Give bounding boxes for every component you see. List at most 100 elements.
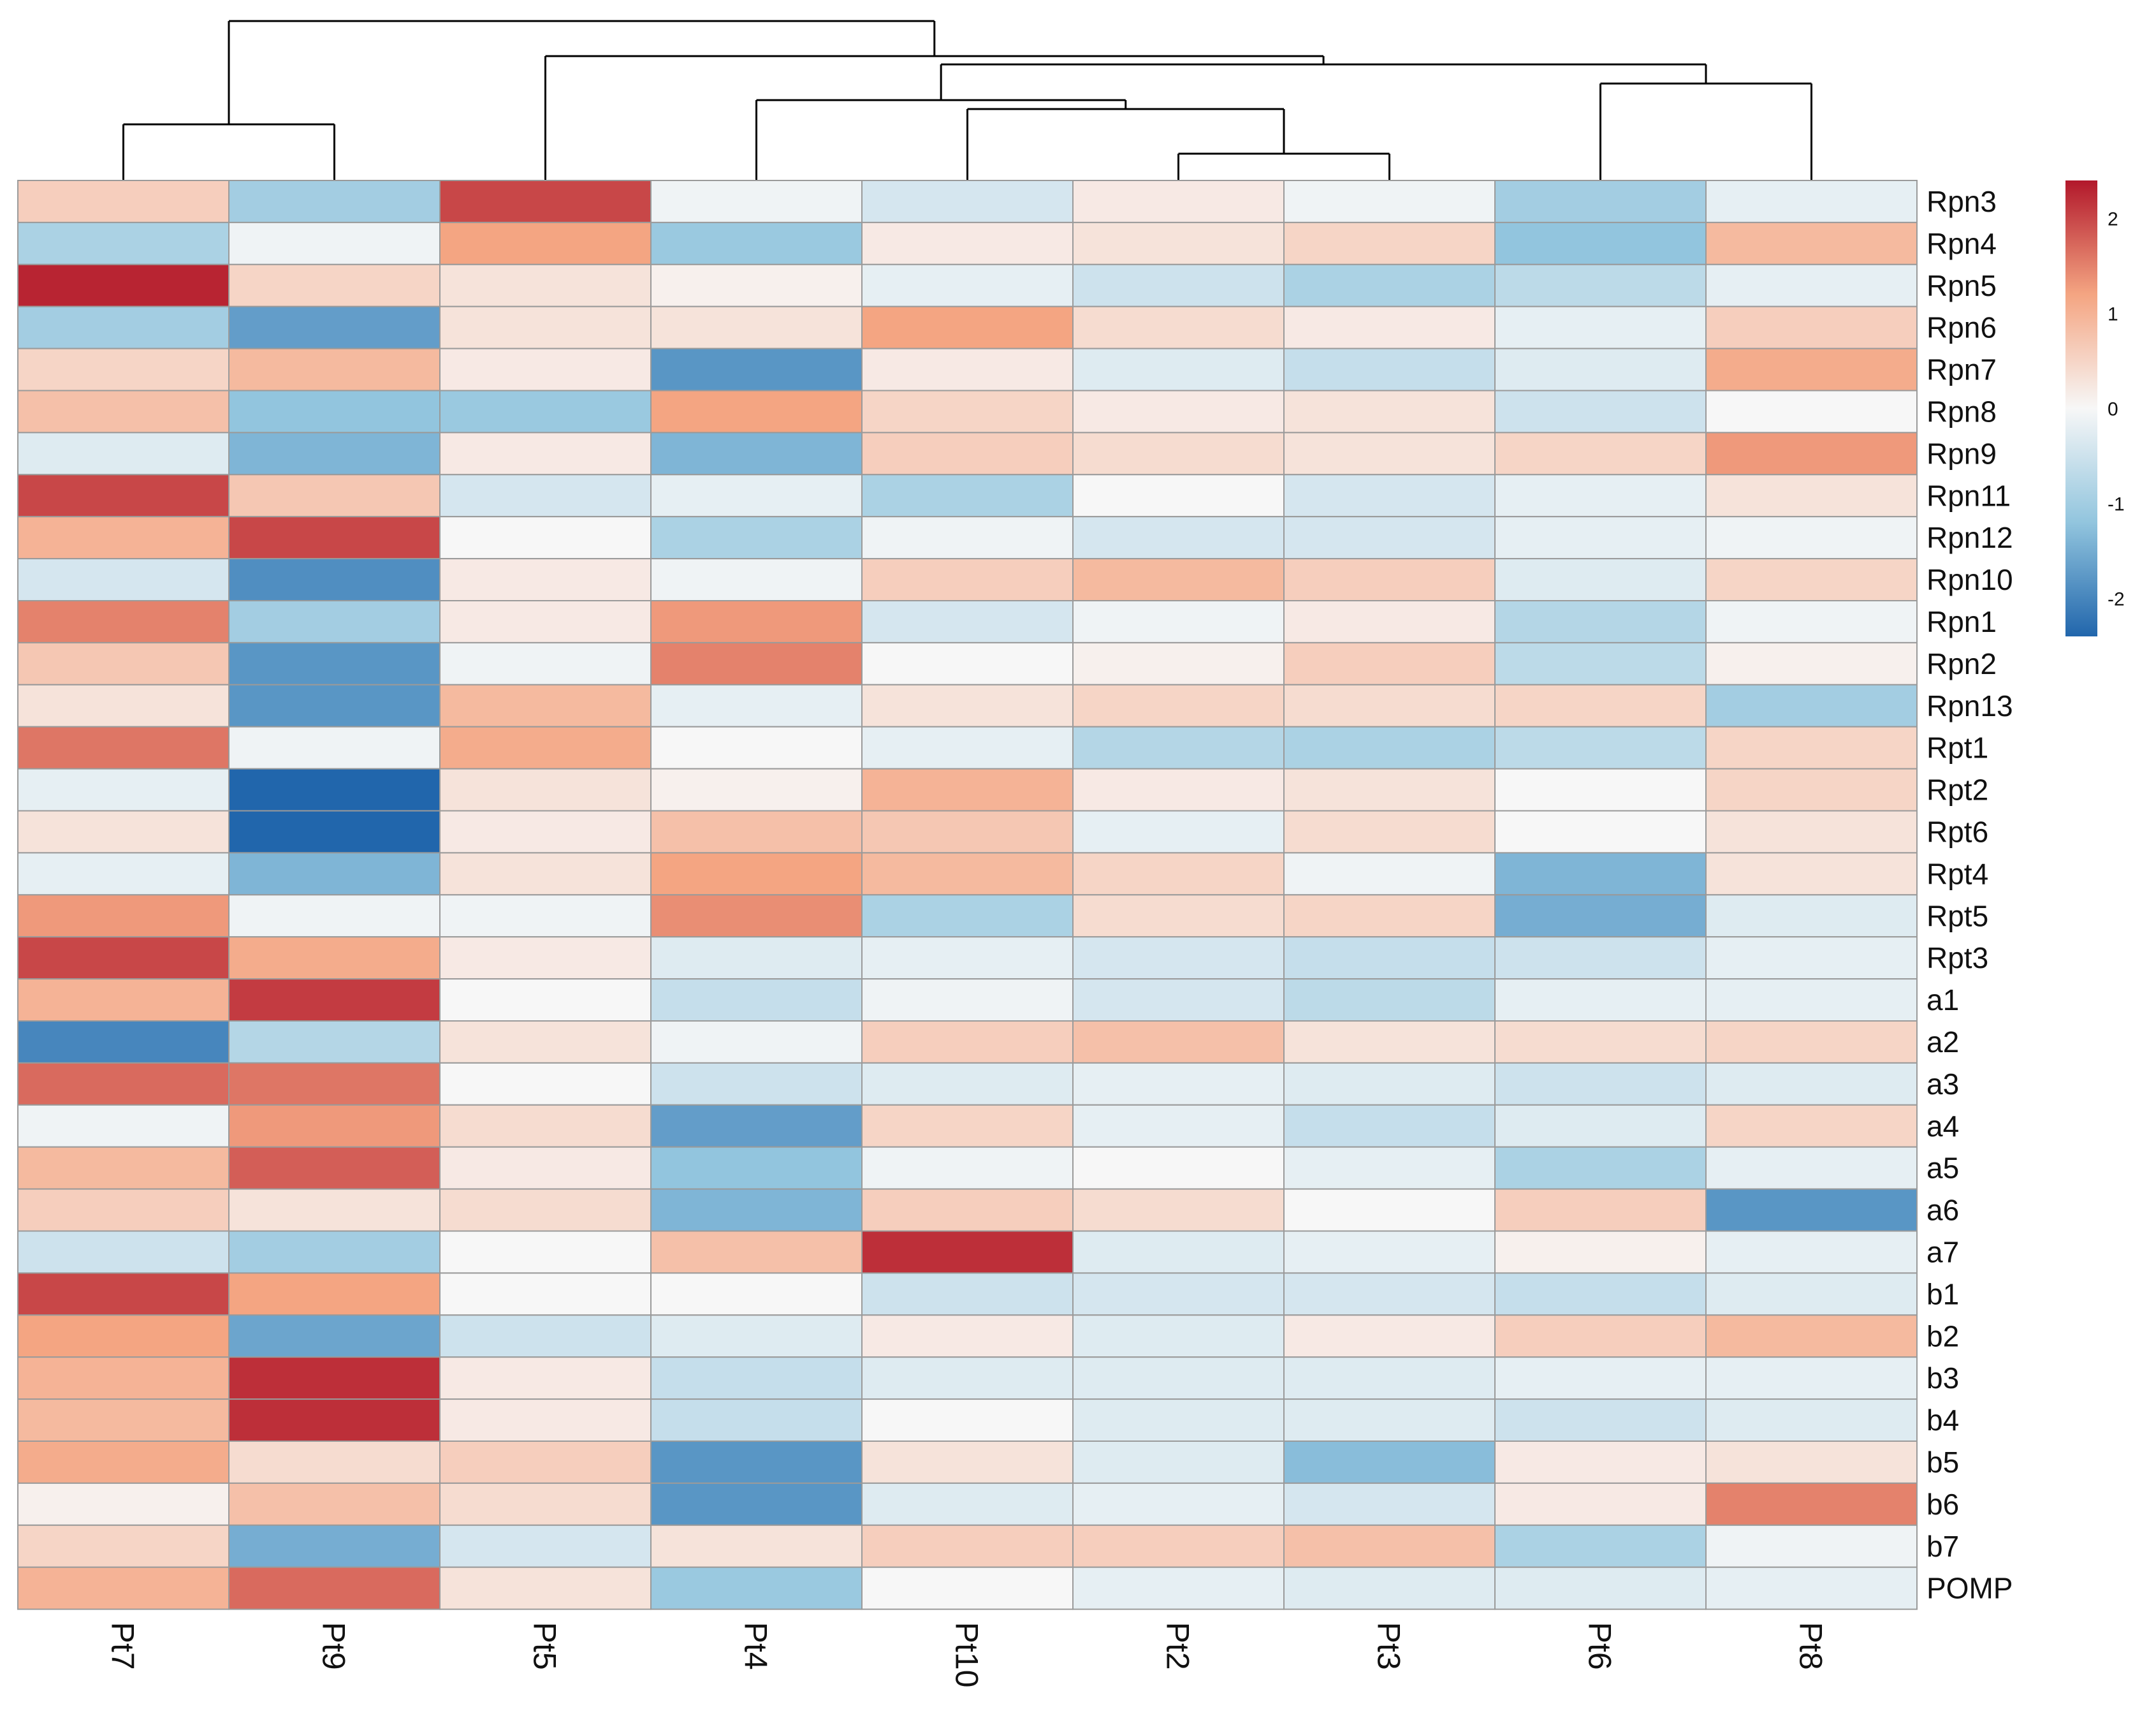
heatmap-cell (1705, 726, 1918, 770)
heatmap-cell (1072, 1356, 1285, 1400)
heatmap-cell (1705, 1482, 1918, 1526)
heatmap-cell (1072, 516, 1285, 560)
heatmap-cell (439, 1482, 652, 1526)
row-label: Rpt1 (1927, 731, 1988, 765)
heatmap-cell (861, 1482, 1074, 1526)
heatmap-cell (650, 1146, 863, 1190)
heatmap-cells (17, 180, 1918, 1610)
heatmap-cell (1072, 558, 1285, 601)
heatmap-cell (1072, 852, 1285, 896)
heatmap-cell (228, 852, 441, 896)
heatmap-cell (1705, 684, 1918, 728)
heatmap-cell (1072, 1398, 1285, 1442)
column-label: Pt7 (105, 1622, 141, 1670)
heatmap-cell (1494, 1020, 1707, 1064)
heatmap-cell (1283, 936, 1496, 980)
row-label: Rpn6 (1927, 311, 1997, 344)
heatmap-cell (1494, 642, 1707, 686)
heatmap-cell (228, 1482, 441, 1526)
heatmap-cell (1283, 1188, 1496, 1232)
heatmap-cell (1283, 180, 1496, 223)
heatmap-cell (1705, 768, 1918, 812)
heatmap-cell (861, 390, 1074, 434)
heatmap-cell (1705, 390, 1918, 434)
heatmap-cell (861, 1314, 1074, 1358)
heatmap-cell (228, 432, 441, 476)
heatmap-cell (17, 894, 229, 938)
row-label: Rpn2 (1927, 647, 1997, 680)
heatmap-cell (650, 348, 863, 392)
heatmap-cell (650, 390, 863, 434)
heatmap-cell (439, 1230, 652, 1274)
heatmap-cell (1283, 1482, 1496, 1526)
heatmap-cell (650, 684, 863, 728)
heatmap-cell (1494, 810, 1707, 854)
heatmap-cell (228, 1230, 441, 1274)
row-label: Rpn5 (1927, 269, 1997, 302)
heatmap-cell (439, 684, 652, 728)
heatmap-cell (439, 390, 652, 434)
heatmap-cell (1494, 1188, 1707, 1232)
heatmap-cell (650, 1020, 863, 1064)
heatmap-cell (228, 642, 441, 686)
heatmap-cell (439, 474, 652, 518)
color-legend: 2 1 0 -1 -2 (2065, 180, 2125, 636)
heatmap-cell (1705, 180, 1918, 223)
heatmap-cell (1494, 1398, 1707, 1442)
heatmap-cell (650, 1398, 863, 1442)
heatmap-cell (861, 894, 1074, 938)
heatmap-cell (439, 263, 652, 307)
heatmap-cell (861, 516, 1074, 560)
heatmap-cell (1072, 642, 1285, 686)
heatmap-cell (439, 305, 652, 349)
heatmap-cell (1705, 1272, 1918, 1316)
heatmap-cell (1283, 600, 1496, 643)
row-label: Rpt4 (1927, 857, 1988, 890)
heatmap-cell (1494, 1356, 1707, 1400)
heatmap-cell (1072, 810, 1285, 854)
heatmap-cell (861, 936, 1074, 980)
heatmap-cell (17, 1314, 229, 1358)
heatmap-cell (1283, 1441, 1496, 1484)
heatmap-cell (1494, 474, 1707, 518)
heatmap-cell (17, 348, 229, 392)
heatmap-cell (861, 1398, 1074, 1442)
heatmap-cell (439, 936, 652, 980)
heatmap-cell (1072, 726, 1285, 770)
column-dendrogram (122, 20, 1812, 180)
heatmap-cell (650, 1188, 863, 1232)
heatmap-cell (1494, 1230, 1707, 1274)
heatmap-cell (1494, 684, 1707, 728)
heatmap-cell (1283, 348, 1496, 392)
heatmap-cell (861, 1188, 1074, 1232)
heatmap-cell (17, 1272, 229, 1316)
row-label: b7 (1927, 1530, 1959, 1563)
heatmap-cell (228, 1398, 441, 1442)
heatmap-cell (17, 390, 229, 434)
heatmap-cell (1072, 1104, 1285, 1148)
heatmap-cell (861, 348, 1074, 392)
heatmap-cell (1494, 600, 1707, 643)
heatmap-cell (1494, 305, 1707, 349)
heatmap-cell (17, 1482, 229, 1526)
heatmap-cell (228, 894, 441, 938)
heatmap-cell (861, 180, 1074, 223)
heatmap-cell (1283, 726, 1496, 770)
heatmap-cell (1494, 432, 1707, 476)
heatmap-cell (1283, 642, 1496, 686)
heatmap-cell (439, 600, 652, 643)
heatmap-cell (1072, 305, 1285, 349)
heatmap-cell (650, 642, 863, 686)
heatmap-cell (228, 263, 441, 307)
row-label: Rpn7 (1927, 353, 1997, 386)
heatmap-cell (228, 348, 441, 392)
heatmap-cell (650, 978, 863, 1022)
heatmap-cell (1494, 1062, 1707, 1106)
heatmap-cell (1494, 726, 1707, 770)
heatmap-cell (1283, 1356, 1496, 1400)
row-label: b1 (1927, 1277, 1959, 1310)
heatmap-cell (439, 180, 652, 223)
heatmap-cell (228, 684, 441, 728)
heatmap-cell (17, 1524, 229, 1568)
heatmap-cell (1494, 263, 1707, 307)
